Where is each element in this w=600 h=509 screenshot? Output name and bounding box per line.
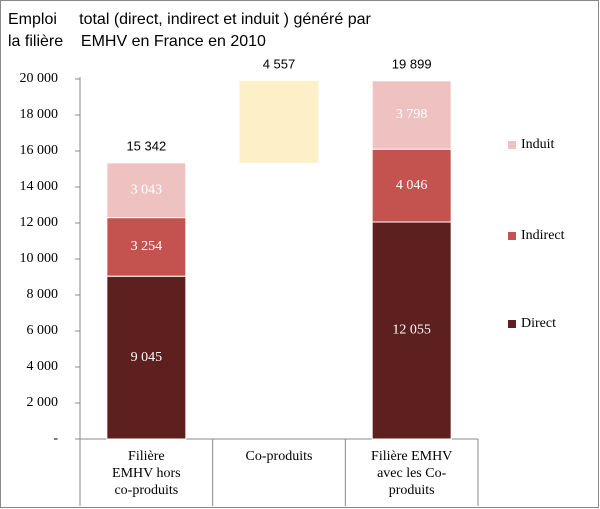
y-tick-label: - — [53, 431, 58, 446]
total-label: 4 557 — [263, 56, 296, 71]
value-label: 3 043 — [131, 182, 163, 197]
legend-label: Direct — [521, 316, 556, 331]
value-label: 4 046 — [396, 178, 428, 193]
total-label: 15 342 — [126, 138, 166, 153]
bar-segment — [371, 148, 452, 223]
y-tick-label: 20 000 — [20, 71, 59, 86]
bar-segment — [371, 221, 452, 440]
y-tick-label: 2 000 — [27, 395, 59, 410]
chart-title: la filière EMHV en France en 2010 — [8, 33, 266, 50]
total-label: 19 899 — [392, 56, 432, 71]
y-tick-label: 14 000 — [20, 179, 59, 194]
y-tick-label: 12 000 — [20, 215, 59, 230]
x-tick-label: Filière EMHV — [371, 449, 452, 464]
bar-segment — [106, 217, 187, 277]
y-tick-label: 18 000 — [20, 107, 59, 122]
bar-segment — [106, 162, 187, 219]
y-tick-label: 10 000 — [20, 251, 59, 266]
value-label: 12 055 — [392, 323, 431, 338]
x-tick-label: produits — [389, 483, 435, 498]
x-tick-label: EMHV hors — [112, 466, 181, 481]
value-label: 3 798 — [396, 107, 428, 122]
waterfall-bar — [239, 80, 319, 163]
chart-title: Emploi total (direct, indirect et induit… — [8, 11, 372, 28]
legend-swatch — [508, 320, 516, 328]
y-tick-label: 8 000 — [27, 287, 59, 302]
value-label: 9 045 — [131, 350, 163, 365]
y-tick-label: 4 000 — [27, 359, 59, 374]
x-tick-label: Co-produits — [246, 449, 313, 464]
legend-label: Indirect — [521, 228, 565, 243]
y-tick-label: 16 000 — [20, 143, 59, 158]
x-tick-label: avec les Co- — [377, 466, 447, 481]
bar-segment — [106, 275, 187, 440]
legend-swatch — [508, 141, 516, 149]
legend-swatch — [508, 232, 516, 240]
legend-label: Induit — [521, 137, 555, 152]
x-tick-label: Filière — [128, 449, 165, 464]
x-tick-label: co-produits — [114, 483, 178, 498]
y-tick-label: 6 000 — [27, 323, 59, 338]
bar-segment — [371, 80, 452, 150]
value-label: 3 254 — [131, 239, 163, 254]
